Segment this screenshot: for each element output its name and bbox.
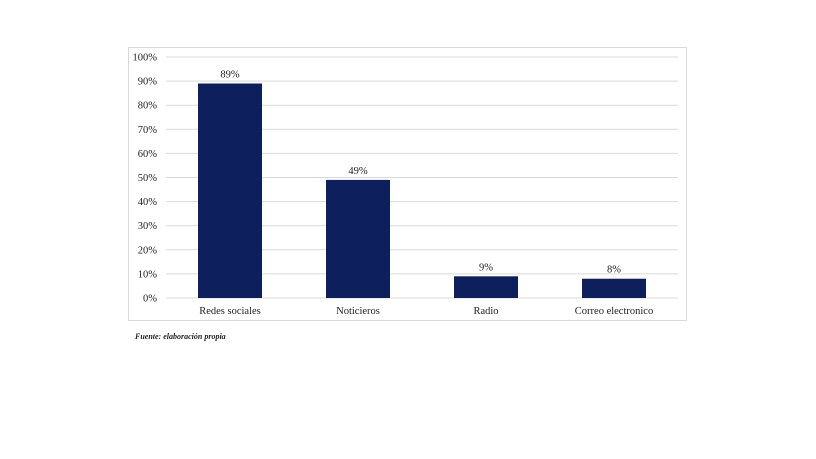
y-tick-label: 50% — [138, 173, 158, 184]
y-tick-label: 70% — [138, 125, 158, 136]
x-category-label: Radio — [473, 306, 498, 317]
data-label: 89% — [220, 70, 240, 81]
bar — [582, 278, 646, 298]
bar — [326, 179, 390, 298]
data-label: 8% — [607, 265, 621, 276]
y-tick-label: 40% — [138, 197, 158, 208]
y-tick-label: 80% — [138, 101, 158, 112]
bar — [454, 276, 518, 298]
y-tick-label: 0% — [143, 294, 157, 305]
y-tick-label: 90% — [138, 77, 158, 88]
x-category-label: Correo electronico — [575, 306, 653, 317]
y-tick-label: 100% — [133, 53, 158, 64]
x-category-label: Redes sociales — [199, 306, 261, 317]
y-tick-label: 60% — [138, 149, 158, 160]
source-note: Fuente: elaboración propia — [135, 332, 226, 341]
y-tick-label: 20% — [138, 245, 158, 256]
x-category-label: Noticieros — [336, 306, 380, 317]
data-label: 49% — [348, 166, 368, 177]
bar — [198, 83, 262, 298]
data-label: 9% — [479, 262, 493, 273]
y-tick-label: 10% — [138, 269, 158, 280]
y-tick-label: 30% — [138, 221, 158, 232]
